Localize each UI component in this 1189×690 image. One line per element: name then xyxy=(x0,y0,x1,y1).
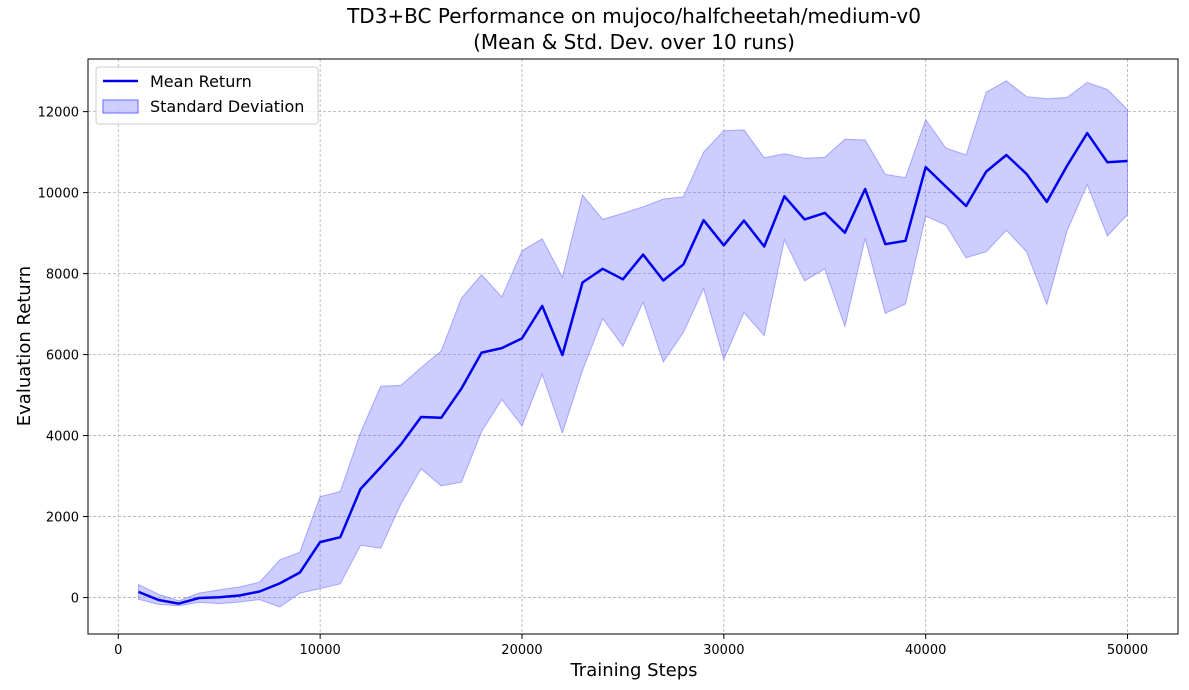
x-axis-ticks: 0 10000 20000 30000 40000 50000 xyxy=(114,634,1148,658)
x-tick-label: 30000 xyxy=(703,643,744,658)
y-tick-label: 12000 xyxy=(38,106,79,121)
mean-return-line xyxy=(138,131,1128,605)
x-tick-label: 50000 xyxy=(1107,643,1148,658)
y-tick-label: 6000 xyxy=(46,349,79,364)
y-tick-label: 10000 xyxy=(38,187,79,202)
legend-box xyxy=(95,66,319,125)
std-dev-band xyxy=(138,80,1128,608)
legend-mean-label: Mean Return xyxy=(150,72,252,91)
y-axis-ticks: 0 2000 4000 6000 8000 10000 12000 xyxy=(38,106,88,607)
axes-border xyxy=(87,58,1179,635)
legend-std-swatch xyxy=(102,99,139,114)
plot-frame xyxy=(87,58,1179,635)
x-tick-label: 0 xyxy=(114,643,122,658)
legend-std-label: Standard Deviation xyxy=(150,97,304,116)
x-tick-label: 40000 xyxy=(905,643,946,658)
legend: Mean Return Standard Deviation xyxy=(95,66,319,125)
y-axis-label: Evaluation Return xyxy=(14,266,35,426)
series-lines xyxy=(138,131,1128,605)
y-tick-label: 0 xyxy=(71,592,79,607)
x-tick-label: 20000 xyxy=(501,643,542,658)
x-tick-label: 10000 xyxy=(299,643,340,658)
std-dev-area xyxy=(138,80,1128,608)
grid-lines xyxy=(88,59,1178,634)
y-tick-label: 4000 xyxy=(46,430,79,445)
chart-title-line1: TD3+BC Performance on mujoco/halfcheetah… xyxy=(346,4,921,28)
x-axis-label: Training Steps xyxy=(569,660,697,681)
y-tick-label: 2000 xyxy=(46,511,79,526)
chart-title-line2: (Mean & Std. Dev. over 10 runs) xyxy=(473,30,795,54)
y-tick-label: 8000 xyxy=(46,268,79,283)
